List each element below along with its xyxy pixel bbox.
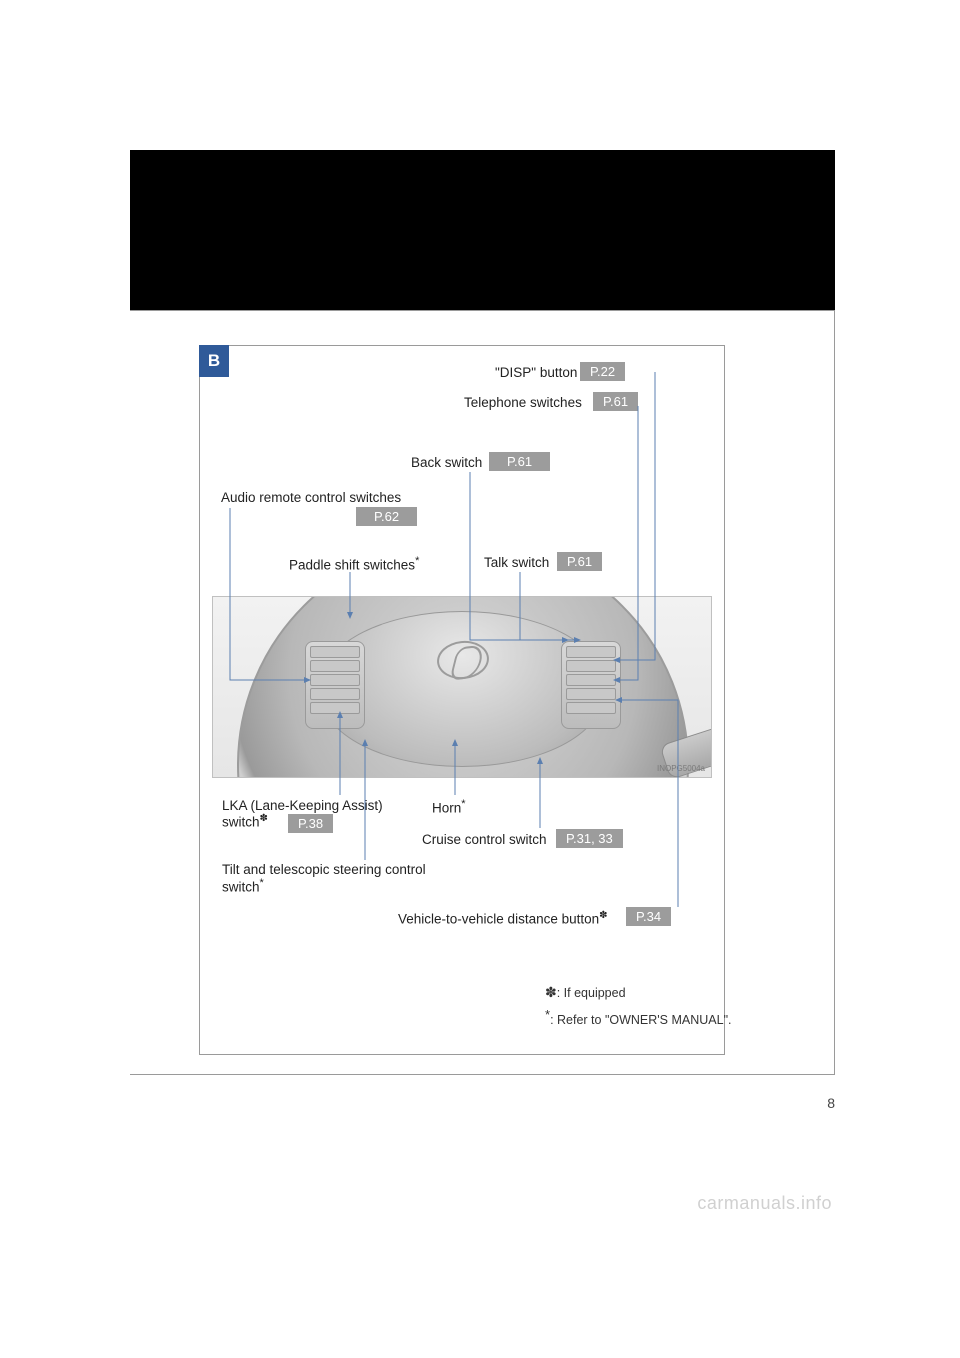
horn-star: *: [461, 798, 465, 810]
spoke-button: [310, 660, 360, 672]
footnote-ast: : If equipped: [557, 986, 626, 1000]
label-telephone: Telephone switches: [464, 395, 582, 410]
left-spoke-buttons: [305, 641, 365, 729]
pref-v2v: P.34: [626, 907, 671, 926]
spoke-button: [566, 646, 616, 658]
right-spoke-buttons: [561, 641, 621, 729]
label-horn: Horn*: [432, 798, 466, 816]
spoke-button: [310, 702, 360, 714]
label-v2v-text: Vehicle-to-vehicle distance button: [398, 912, 599, 927]
section-badge: B: [199, 345, 229, 377]
label-paddle-text: Paddle shift switches: [289, 558, 415, 573]
v2v-ast: ✽: [599, 910, 607, 921]
label-horn-text: Horn: [432, 801, 461, 816]
label-tilt-line2: switch: [222, 880, 260, 895]
footnote-star: : Refer to "OWNER'S MANUAL".: [550, 1014, 731, 1028]
label-lka-line1: LKA (Lane-Keeping Assist): [222, 798, 383, 813]
label-v2v: Vehicle-to-vehicle distance button✽: [398, 910, 608, 927]
label-tilt-line1: Tilt and telescopic steering control: [222, 862, 426, 877]
paddle-star: *: [415, 555, 419, 567]
pref-talk: P.61: [557, 552, 602, 571]
label-back: Back switch: [411, 455, 482, 470]
spoke-button: [566, 702, 616, 714]
header-band: [130, 150, 835, 310]
tilt-star: *: [260, 877, 264, 889]
label-disp: "DISP" button: [495, 365, 577, 380]
steering-wheel-figure: INOPG5004a: [212, 596, 712, 778]
footnotes: ✽: If equipped *: Refer to "OWNER'S MANU…: [545, 983, 732, 1031]
spoke-button: [310, 688, 360, 700]
label-audio: Audio remote control switches: [221, 490, 401, 505]
manual-page: B "DISP" button P.22 Telephone switches …: [0, 0, 960, 1358]
page-number: 8: [827, 1095, 835, 1111]
watermark: carmanuals.info: [697, 1193, 832, 1214]
pref-disp: P.22: [580, 362, 625, 381]
spoke-button: [566, 660, 616, 672]
spoke-button: [310, 646, 360, 658]
spoke-button: [566, 674, 616, 686]
label-talk: Talk switch: [484, 555, 549, 570]
image-code: INOPG5004a: [657, 764, 705, 773]
pref-lka: P.38: [288, 814, 333, 833]
lka-ast: ✽: [260, 813, 268, 824]
pref-telephone: P.61: [593, 392, 638, 411]
spoke-button: [566, 688, 616, 700]
spoke-button: [310, 674, 360, 686]
label-paddle: Paddle shift switches*: [289, 555, 419, 573]
pref-back: P.61: [489, 452, 550, 471]
label-tilt: Tilt and telescopic steering control swi…: [222, 862, 426, 895]
pref-audio: P.62: [356, 507, 417, 526]
label-cruise: Cruise control switch: [422, 832, 547, 847]
label-lka-line2: switch: [222, 815, 260, 830]
ast-symbol: ✽: [545, 986, 557, 1001]
pref-cruise: P.31, 33: [556, 829, 623, 848]
